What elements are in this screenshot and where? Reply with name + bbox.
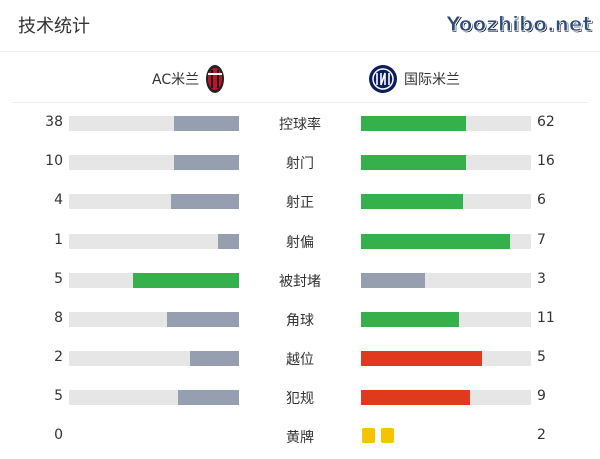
- away-bar-track: [361, 272, 531, 288]
- ac-milan-crest-icon: [206, 65, 225, 93]
- stat-row: 38 控球率 62: [0, 113, 600, 133]
- away-value: 62: [537, 114, 555, 130]
- home-value: 5: [54, 388, 63, 405]
- stat-label: 黄牌: [286, 430, 314, 446]
- away-value: 6: [537, 192, 546, 209]
- stat-row: 5 被封堵 3: [0, 270, 600, 290]
- home-bar-fill: [190, 351, 239, 367]
- home-bar-track: [69, 390, 239, 406]
- home-bar-track: [69, 116, 239, 131]
- stat-label: 角球: [286, 313, 314, 329]
- stat-label: 射正: [286, 195, 314, 212]
- away-bar-track: [361, 155, 531, 171]
- home-bar-fill: [178, 390, 239, 406]
- home-value: 0: [54, 427, 63, 443]
- home-value: 5: [54, 270, 63, 287]
- stat-row: 5 犯规 9: [0, 387, 600, 407]
- stat-label: 射门: [286, 156, 314, 173]
- away-team: 国际米兰: [368, 64, 460, 94]
- away-bar-fill: [361, 351, 483, 367]
- home-bar-track: [69, 233, 239, 249]
- away-bar-fill: [361, 116, 467, 131]
- away-value: 2: [537, 427, 546, 443]
- home-bar-track: [69, 272, 239, 288]
- home-bar-fill: [132, 272, 239, 288]
- home-bar-track: [69, 312, 239, 327]
- home-value: 10: [45, 153, 63, 170]
- away-bar-track: [361, 351, 531, 367]
- divider: [0, 51, 600, 52]
- away-bar-fill: [361, 390, 471, 406]
- away-value: 16: [537, 153, 555, 170]
- home-team: AC米兰: [152, 64, 225, 94]
- away-bar-track: [361, 390, 531, 406]
- home-bar-fill: [174, 116, 239, 131]
- home-bar-track: [69, 194, 239, 210]
- home-value: 38: [45, 114, 63, 130]
- home-value: 2: [54, 349, 63, 366]
- home-value: 4: [54, 192, 63, 209]
- stat-row: 10 射门 16: [0, 152, 600, 172]
- yellow-card-icon: [381, 428, 394, 443]
- home-value: 1: [54, 231, 63, 248]
- stat-label: 控球率: [279, 117, 321, 133]
- home-bar-fill: [217, 233, 239, 249]
- stat-label: 被封堵: [279, 273, 321, 290]
- away-bar-track: [361, 116, 531, 131]
- away-value: 9: [537, 388, 546, 405]
- divider: [12, 102, 588, 103]
- watermark: Yoozhibo.net: [446, 12, 593, 37]
- home-bar-fill: [173, 155, 239, 171]
- away-value: 7: [537, 231, 546, 248]
- stat-row: 2 越位 5: [0, 348, 600, 368]
- stat-row: 1 射偏 7: [0, 231, 600, 251]
- away-value: 11: [537, 310, 555, 326]
- home-bar-fill: [167, 312, 239, 327]
- away-bar-fill: [361, 312, 460, 327]
- stat-label: 犯规: [286, 391, 314, 408]
- home-bar-fill: [171, 194, 239, 210]
- away-value: 3: [537, 270, 546, 287]
- away-bar-fill: [361, 194, 463, 210]
- stat-row: 4 射正 6: [0, 191, 600, 211]
- yellow-card-icon: [362, 428, 375, 443]
- home-bar-track: [69, 351, 239, 367]
- away-bar-fill: [361, 272, 425, 288]
- away-team-name: 国际米兰: [404, 72, 460, 88]
- home-bar-track: [69, 155, 239, 171]
- away-bar-track: [361, 233, 531, 249]
- away-bar-fill: [361, 233, 510, 249]
- home-value: 8: [54, 310, 63, 326]
- away-bar-track: [361, 312, 531, 327]
- away-value: 5: [537, 349, 546, 366]
- stat-row-yellow-cards: 0 黄牌 2: [0, 426, 600, 446]
- stat-label: 越位: [286, 352, 314, 369]
- away-bar-track: [361, 194, 531, 210]
- away-bar-fill: [361, 155, 466, 171]
- section-title: 技术统计: [18, 16, 90, 37]
- stat-label: 射偏: [286, 234, 314, 251]
- stat-row: 8 角球 11: [0, 309, 600, 329]
- inter-crest-icon: [369, 65, 397, 93]
- home-team-name: AC米兰: [152, 72, 200, 88]
